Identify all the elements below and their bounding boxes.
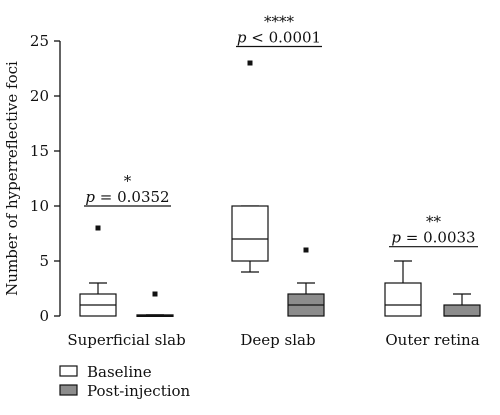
box-iqr [231,205,269,262]
box-1-2 [443,293,481,317]
legend-swatch [59,365,78,377]
outlier-point [152,291,158,297]
y-tick-label: 5 [39,252,49,270]
y-tick-label: 15 [30,142,49,160]
significance-stars: * [124,172,132,190]
y-tick-label: 0 [39,307,49,325]
p-value-label: p = 0.0033 [391,229,475,247]
box-iqr [443,304,481,317]
box-1-0 [136,291,174,317]
x-category-label: Outer retina [385,331,479,349]
significance-annotations: p = 0.0352* p < 0.0001**** p = 0.0033** [84,13,478,248]
outlier-point [247,60,253,66]
y-tick-label: 10 [30,197,49,215]
y-axis-title: Number of hyperreflective foci [3,61,21,296]
y-tick-label: 25 [30,32,49,50]
legend-item: Post-injection [59,382,191,400]
y-tick-label: 20 [30,87,49,105]
p-value-label: p < 0.0001 [237,29,321,47]
legend-label: Baseline [87,363,152,381]
significance-stars: ** [426,213,442,231]
legend-item: Baseline [59,363,152,381]
p-value-label: p = 0.0352 [85,188,169,206]
x-category-label: Superficial slab [67,331,185,349]
outlier-point [303,247,309,253]
box-0-1 [231,60,269,273]
legend-label: Post-injection [87,382,191,400]
box-0-2 [384,260,422,317]
x-category-label: Deep slab [240,331,315,349]
outlier-point [95,225,101,231]
box-0-0 [79,225,117,317]
box-iqr [384,282,422,317]
significance-stars: **** [264,13,295,31]
axes: 0 5 10 15 20 25 Number of hyperreflective foci… [3,32,480,349]
plot-area [79,60,481,317]
box-1-1 [287,247,325,317]
legend-swatch [59,384,78,396]
